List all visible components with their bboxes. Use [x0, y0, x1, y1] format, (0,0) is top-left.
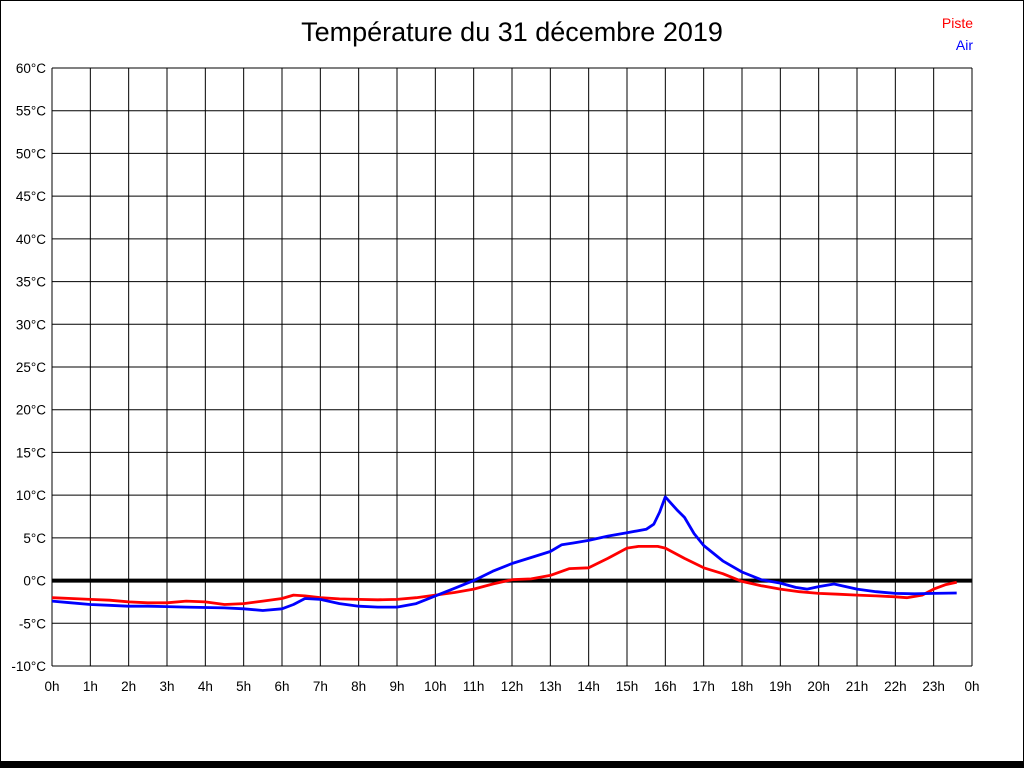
bottom-bar [1, 761, 1023, 767]
x-axis-tick-label: 6h [274, 679, 289, 694]
x-axis-tick-label: 12h [501, 679, 524, 694]
x-axis-tick-label: 9h [389, 679, 404, 694]
x-axis-tick-label: 17h [692, 679, 715, 694]
x-axis-tick-label: 18h [731, 679, 754, 694]
x-axis-tick-label: 20h [807, 679, 830, 694]
x-axis-tick-label: 13h [539, 679, 562, 694]
y-axis-tick-label: 45°C [16, 189, 46, 204]
x-axis-tick-label: 15h [616, 679, 639, 694]
x-axis-tick-label: 19h [769, 679, 792, 694]
x-axis-tick-label: 8h [351, 679, 366, 694]
x-axis-tick-label: 21h [846, 679, 869, 694]
y-axis-tick-label: 10°C [16, 488, 46, 503]
y-axis-tick-label: 40°C [16, 232, 46, 247]
legend-item-air: Air [955, 37, 973, 53]
legend-item-piste: Piste [941, 15, 973, 31]
legend: Piste Air [942, 12, 973, 56]
x-axis-tick-label: 10h [424, 679, 447, 694]
x-axis-tick-label: 11h [463, 679, 485, 694]
y-axis-tick-label: 15°C [16, 445, 46, 460]
x-axis-tick-label: 5h [236, 679, 251, 694]
series-line-piste [51, 545, 957, 606]
y-axis-tick-label: -10°C [11, 659, 46, 674]
y-axis-tick-label: 5°C [23, 531, 46, 546]
y-axis-tick-label: 60°C [16, 61, 46, 76]
x-axis-tick-label: 0h [964, 679, 979, 694]
y-axis-tick-label: 20°C [16, 403, 46, 418]
y-axis-tick-label: 25°C [16, 360, 46, 375]
chart-title: Température du 31 décembre 2019 [301, 17, 723, 47]
x-axis-tick-label: 1h [83, 679, 98, 694]
y-axis-tick-label: 50°C [16, 146, 46, 161]
x-axis-tick-label: 23h [922, 679, 945, 694]
y-axis-tick-label: 35°C [16, 275, 46, 290]
x-axis-tick-label: 2h [121, 679, 136, 694]
y-axis-tick-label: 0°C [23, 574, 46, 589]
x-axis-tick-label: 7h [313, 679, 328, 694]
x-axis-tick-label: 16h [654, 679, 677, 694]
x-axis-tick-label: 3h [159, 679, 174, 694]
series-line-air [51, 495, 957, 612]
x-axis-tick-label: 0h [44, 679, 59, 694]
y-axis-tick-label: 55°C [16, 104, 46, 119]
x-axis-tick-label: 14h [577, 679, 600, 694]
y-axis-tick-label: -5°C [19, 616, 46, 631]
x-axis-tick-label: 22h [884, 679, 907, 694]
x-axis-tick-label: 4h [198, 679, 213, 694]
y-axis-tick-label: 30°C [16, 317, 46, 332]
